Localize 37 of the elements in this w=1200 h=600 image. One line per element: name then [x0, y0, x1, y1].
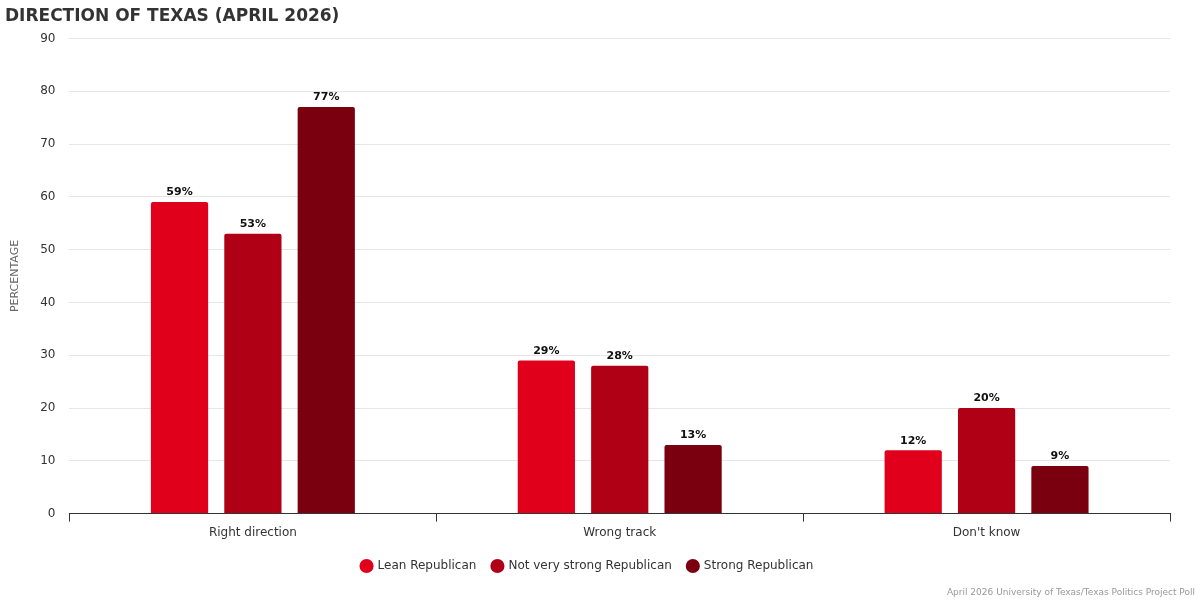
bar	[1031, 466, 1089, 514]
chart-title: DIRECTION OF TEXAS (APRIL 2026)	[5, 4, 340, 25]
y-tick-label: 30	[40, 347, 56, 362]
legend-label: Strong Republican	[703, 558, 814, 573]
y-tick-label: 40	[40, 294, 56, 309]
y-tick-label: 10	[40, 452, 56, 467]
y-tick-label: 20	[40, 400, 56, 415]
y-tick-label: 90	[40, 30, 56, 45]
bar	[224, 233, 282, 514]
legend-label: Lean Republican	[377, 558, 477, 573]
bar	[664, 444, 722, 514]
data-label: 29%	[533, 343, 560, 357]
bar	[884, 450, 942, 514]
data-label: 53%	[239, 217, 267, 231]
y-tick-label: 0	[47, 505, 56, 520]
bar	[297, 107, 355, 514]
text: April 2026 University of Texas/Texas Politics Project Poll	[946, 586, 1195, 597]
bar	[150, 202, 209, 514]
y-tick-label: 70	[40, 136, 56, 151]
data-label: 28%	[606, 349, 633, 363]
y-axis-title: PERCENTAGE	[8, 239, 22, 313]
data-label: 12%	[900, 433, 927, 447]
y-tick-label: 50	[40, 241, 56, 256]
data-label: 59%	[166, 185, 193, 199]
bar	[957, 408, 1016, 514]
data-label: 20%	[973, 391, 1000, 405]
x-tick-label: Don't know	[952, 524, 1021, 539]
x-tick-label: Right direction	[208, 524, 297, 539]
x-tick-label: Wrong track	[583, 524, 657, 539]
y-tick-label: 60	[40, 188, 56, 203]
bar	[591, 365, 649, 514]
bar	[517, 360, 575, 514]
data-label: 77%	[313, 90, 340, 104]
data-label: 13%	[679, 428, 707, 442]
data-label: 9%	[1050, 449, 1070, 463]
legend-label: Not very strong Republican	[508, 558, 672, 573]
y-tick-label: 80	[40, 83, 56, 98]
